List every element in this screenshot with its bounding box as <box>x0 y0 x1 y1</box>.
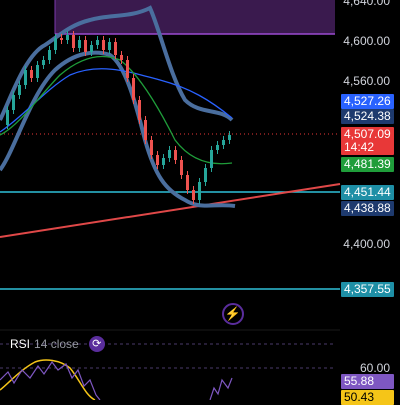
trend-line <box>0 183 341 238</box>
candle-body <box>12 95 15 110</box>
candlesticks <box>6 31 231 204</box>
moving-average-green <box>0 55 233 165</box>
lightning-icon[interactable]: ⚡ <box>222 303 244 325</box>
candle-body <box>54 38 57 50</box>
rsi-params: 14 close <box>34 337 79 351</box>
rsi-axis-label: 60.00 <box>359 361 390 375</box>
price-axis-label: 4,560.00 <box>343 74 390 88</box>
candle-body <box>228 135 231 140</box>
candle-body <box>114 42 117 55</box>
bollinger-upper-tag: 4,524.38 <box>341 109 394 124</box>
candle-body <box>84 40 87 52</box>
candle-body <box>18 85 21 95</box>
candle-body <box>30 70 33 78</box>
candle-body <box>222 140 225 145</box>
candle-body <box>72 35 75 48</box>
candle-body <box>126 60 129 78</box>
candle-body <box>192 190 195 200</box>
candle-body <box>120 55 123 60</box>
candle-body <box>132 78 135 100</box>
rsi-name: RSI <box>10 337 31 351</box>
candle-body <box>90 45 93 52</box>
candle-body <box>150 140 153 155</box>
candle-body <box>186 175 189 190</box>
candle-body <box>6 110 9 125</box>
candle-body <box>138 100 141 120</box>
candle-body <box>36 65 39 78</box>
candle-body <box>66 35 69 40</box>
bollinger-lower <box>0 50 236 208</box>
last-price-value: 4,507.09 <box>344 127 391 141</box>
last-price-tag: 4,507.09 14:42 <box>341 127 394 155</box>
level-tag-1: 4,451.44 <box>341 185 394 200</box>
candle-body <box>216 145 219 150</box>
gear-icon[interactable]: ⟳ <box>88 336 105 352</box>
candle-body <box>144 120 147 140</box>
candle-body <box>42 60 45 65</box>
candle-body <box>210 150 213 168</box>
level-tag-2: 4,357.55 <box>341 282 394 297</box>
candle-body <box>156 155 159 165</box>
rsi-ma-line <box>0 359 96 400</box>
bollinger-lower-tag: 4,438.88 <box>341 201 394 216</box>
rsi-ma-tag: 50.43 <box>341 390 394 405</box>
bollinger-upper <box>0 5 234 122</box>
candle-body <box>180 160 183 175</box>
candle-body <box>174 150 177 160</box>
candle-body <box>198 182 201 200</box>
candle-body <box>78 40 81 48</box>
price-axis-label: 4,600.00 <box>343 34 390 48</box>
candle-body <box>102 40 105 50</box>
price-axis-label: 4,640.00 <box>343 0 390 8</box>
candle-countdown: 14:42 <box>344 140 375 154</box>
rsi-value-tag: 55.88 <box>341 374 394 389</box>
ma-green-tag: 4,481.39 <box>341 157 394 172</box>
rsi-line <box>0 360 101 400</box>
candle-body <box>162 158 165 165</box>
rsi-legend[interactable]: RSI 14 close ⟳ <box>0 336 105 352</box>
candle-body <box>96 40 99 45</box>
candle-body <box>48 50 51 60</box>
candle-body <box>168 150 171 158</box>
ma-upper-tag: 4,527.26 <box>341 94 394 109</box>
candle-body <box>24 70 27 85</box>
candle-body <box>60 38 63 40</box>
price-axis-label: 4,400.00 <box>343 237 390 251</box>
candle-body <box>204 168 207 182</box>
candle-body <box>108 42 111 50</box>
